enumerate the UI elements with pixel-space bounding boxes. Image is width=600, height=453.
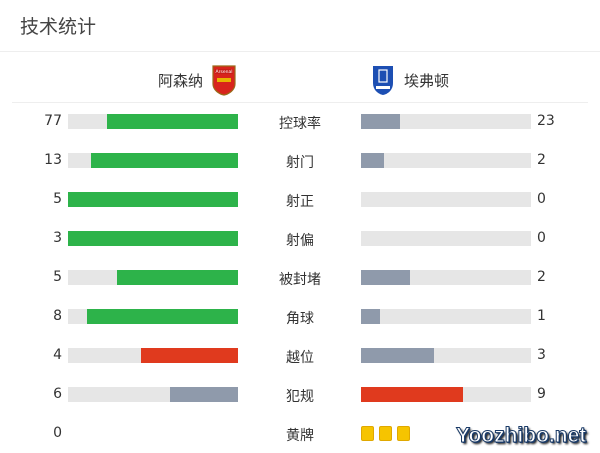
away-team-name: 埃弗顿 [404, 71, 450, 90]
svg-text:Arsenal: Arsenal [216, 69, 233, 75]
away-bar [361, 387, 531, 402]
home-value: 5 [53, 191, 62, 207]
home-bar [68, 309, 238, 324]
home-team: 阿森纳 Arsenal [158, 64, 237, 96]
away-bar-fill [361, 348, 434, 363]
away-bar [361, 231, 531, 246]
away-bar-fill [361, 270, 410, 285]
stat-row: 5 被封堵 2 [0, 268, 600, 288]
away-bar [361, 153, 531, 168]
away-team: 埃弗顿 [370, 64, 449, 96]
home-team-name: 阿森纳 [158, 71, 204, 90]
away-value: 2 [537, 152, 546, 168]
stat-label: 射正 [286, 194, 314, 210]
page-title: 技术统计 [20, 16, 97, 38]
home-bar-fill [140, 348, 238, 363]
home-value: 13 [44, 152, 62, 168]
home-value: 77 [44, 113, 62, 129]
home-bar [68, 387, 238, 402]
yellow-card-icon [361, 426, 374, 441]
home-bar-fill [90, 153, 238, 168]
home-bar [68, 348, 238, 363]
stat-label: 越位 [286, 350, 314, 366]
stat-row-yellow-cards: 0 黄牌 [0, 424, 600, 444]
away-bar-fill [361, 153, 384, 168]
stat-label: 射门 [286, 155, 314, 171]
stat-label: 被封堵 [279, 272, 321, 288]
watermark: Yoozhibo.net [455, 424, 587, 448]
stat-row: 4 越位 3 [0, 346, 600, 366]
away-value: 9 [537, 386, 546, 402]
everton-crest-icon [373, 66, 393, 95]
stat-row: 5 射正 0 [0, 190, 600, 210]
home-bar [68, 192, 238, 207]
home-bar [68, 114, 238, 129]
home-value: 8 [53, 308, 62, 324]
stat-label: 犯规 [286, 389, 314, 405]
away-value: 0 [537, 191, 546, 207]
stat-label: 黄牌 [286, 428, 314, 444]
away-yellow-cards [361, 426, 410, 441]
home-value: 5 [53, 269, 62, 285]
home-bar-fill [170, 387, 238, 402]
away-value: 2 [537, 269, 546, 285]
stat-row: 3 射偏 0 [0, 229, 600, 249]
home-bar [68, 270, 238, 285]
away-bar [361, 348, 531, 363]
away-bar-fill [361, 114, 401, 129]
home-bar-fill [68, 231, 238, 246]
home-value: 6 [53, 386, 62, 402]
home-value: 4 [53, 347, 62, 363]
stat-label: 控球率 [279, 116, 321, 132]
away-value: 1 [537, 308, 546, 324]
stat-row: 8 角球 1 [0, 307, 600, 327]
divider [0, 51, 600, 52]
home-bar-fill [107, 114, 238, 129]
away-bar [361, 114, 531, 129]
away-value: 0 [537, 230, 546, 246]
stat-label: 射偏 [286, 233, 314, 249]
away-value: 23 [537, 113, 555, 129]
stat-label: 角球 [286, 311, 314, 327]
away-bar [361, 309, 531, 324]
away-bar [361, 270, 531, 285]
arsenal-crest-icon: Arsenal [212, 65, 236, 96]
yellow-card-icon [397, 426, 410, 441]
away-bar [361, 192, 531, 207]
home-value: 0 [53, 425, 62, 441]
away-value: 3 [537, 347, 546, 363]
home-bar-fill [116, 270, 238, 285]
yellow-card-icon [379, 426, 392, 441]
home-bar-fill [86, 309, 238, 324]
home-bar [68, 231, 238, 246]
away-bar-fill [361, 387, 463, 402]
stat-row: 13 射门 2 [0, 151, 600, 171]
away-bar-fill [361, 309, 380, 324]
home-bar [68, 153, 238, 168]
stat-row: 77 控球率 23 [0, 112, 600, 132]
stat-row: 6 犯规 9 [0, 385, 600, 405]
divider [12, 102, 588, 103]
home-value: 3 [53, 230, 62, 246]
home-bar-fill [68, 192, 238, 207]
